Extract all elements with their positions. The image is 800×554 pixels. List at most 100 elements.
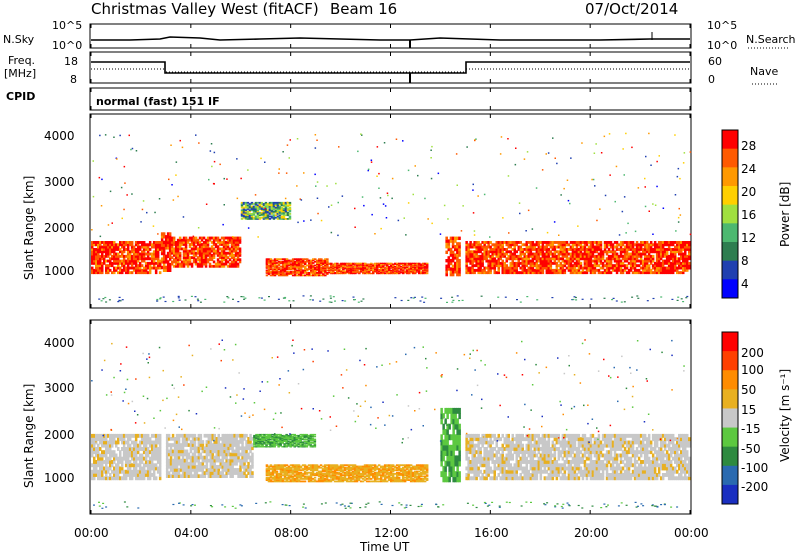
power-cell-7 [605, 268, 609, 272]
vel-cell-0 [146, 447, 150, 451]
vel-cell-1 [173, 474, 177, 478]
power-cell-5 [396, 263, 399, 265]
vel-cell-1 [193, 474, 197, 478]
vel-cell-0 [144, 437, 148, 442]
vel-cell-1 [193, 452, 197, 457]
power-cell-7 [583, 257, 587, 261]
power-cell-7 [653, 241, 657, 244]
power-cell-2 [222, 256, 226, 259]
vel-cell-1 [249, 433, 252, 438]
power-noise-point [213, 160, 216, 163]
power-cell-7 [625, 248, 629, 251]
power-cell-0 [150, 257, 154, 261]
power-cell-7 [497, 268, 500, 272]
vel-cell-0 [158, 447, 162, 451]
power-cell-7 [617, 266, 621, 270]
power-cell-7 [665, 257, 669, 261]
power-cell-0 [138, 271, 142, 275]
power-cell-4 [326, 267, 329, 269]
power-cell-2 [184, 256, 188, 259]
power-cell-3 [264, 216, 268, 219]
power-cell-7 [601, 254, 605, 258]
power-cell-7 [553, 268, 557, 272]
power-cell-1 [168, 268, 172, 272]
power-cell-0 [136, 257, 140, 261]
vel-cell-1 [211, 468, 214, 472]
power-cell-3 [246, 213, 250, 215]
power-cell-2 [236, 243, 240, 246]
power-cell-7 [489, 268, 492, 272]
vel-cell-1 [167, 461, 171, 466]
power-cell-5 [410, 266, 413, 268]
power-cell-3 [260, 201, 264, 204]
power-cell-7 [477, 259, 480, 263]
power-cell-4 [306, 272, 309, 274]
vel-cell-1 [167, 465, 171, 469]
power-cell-3 [284, 204, 288, 207]
power-noise-point [223, 177, 225, 180]
power-cell-7 [641, 252, 645, 256]
power-noise-point [622, 148, 624, 150]
power-cell-7 [659, 266, 663, 270]
power-cell-3 [268, 213, 272, 215]
vel-cell-1 [185, 458, 189, 463]
vel-cell-0 [150, 440, 154, 445]
vel-cell-1 [199, 452, 203, 457]
power-ground-point [360, 300, 363, 302]
power-cell-4 [297, 259, 301, 262]
power-cell-4 [316, 269, 319, 272]
vel-cell-0 [99, 476, 102, 481]
power-cell-3 [268, 215, 272, 218]
power-cell-0 [136, 254, 140, 258]
vel-cell-0 [144, 463, 148, 468]
power-cell-7 [577, 257, 581, 261]
power-cell-7 [688, 248, 691, 251]
power-cell-3 [260, 214, 264, 217]
power-cell-7 [467, 257, 470, 261]
vel-cell-0 [156, 433, 160, 438]
vel-cell-2 [259, 441, 262, 443]
power-cell-2 [228, 258, 232, 262]
power-cell-3 [260, 209, 264, 212]
power-cell-5 [392, 272, 395, 274]
power-cell-5 [334, 263, 337, 265]
power-cell-7 [481, 268, 484, 272]
power-cell-4 [295, 260, 299, 263]
power-cell-2 [212, 249, 216, 253]
power-cell-7 [513, 241, 516, 244]
vel-cell-1 [197, 437, 201, 441]
vel-cell-1 [241, 440, 244, 444]
power-cell-5 [376, 269, 379, 272]
power-cell-7 [513, 245, 516, 249]
vel-cell-1 [199, 443, 203, 447]
power-cell-7 [625, 250, 629, 254]
power-cell-7 [593, 254, 597, 258]
vel-cell-1 [173, 446, 177, 451]
power-cell-4 [269, 258, 273, 261]
power-cell-5 [344, 264, 347, 266]
vel-cell-1 [165, 437, 169, 441]
power-cell-7 [631, 248, 635, 251]
vel-cell-1 [215, 471, 218, 475]
power-cell-1 [160, 246, 164, 250]
power-cell-1 [160, 237, 164, 242]
power-cell-4 [299, 259, 303, 262]
power-cell-5 [392, 268, 395, 271]
power-cell-3 [248, 216, 252, 219]
power-cell-4 [320, 270, 323, 273]
power-cell-7 [541, 245, 545, 249]
power-cell-0 [122, 250, 126, 254]
power-noise-point [515, 147, 517, 149]
vel-cell-1 [191, 461, 195, 466]
power-cell-5 [358, 263, 361, 265]
power-cell-3 [256, 211, 260, 214]
power-cell-2 [234, 251, 238, 255]
power-cell-2 [170, 245, 174, 249]
power-cell-7 [676, 250, 679, 254]
power-cell-5 [384, 262, 387, 265]
power-cell-2 [194, 254, 198, 257]
vel-cell-0 [138, 433, 142, 438]
power-cell-4 [271, 259, 275, 262]
vel-cell-0 [107, 440, 110, 445]
power-cell-7 [674, 241, 677, 244]
